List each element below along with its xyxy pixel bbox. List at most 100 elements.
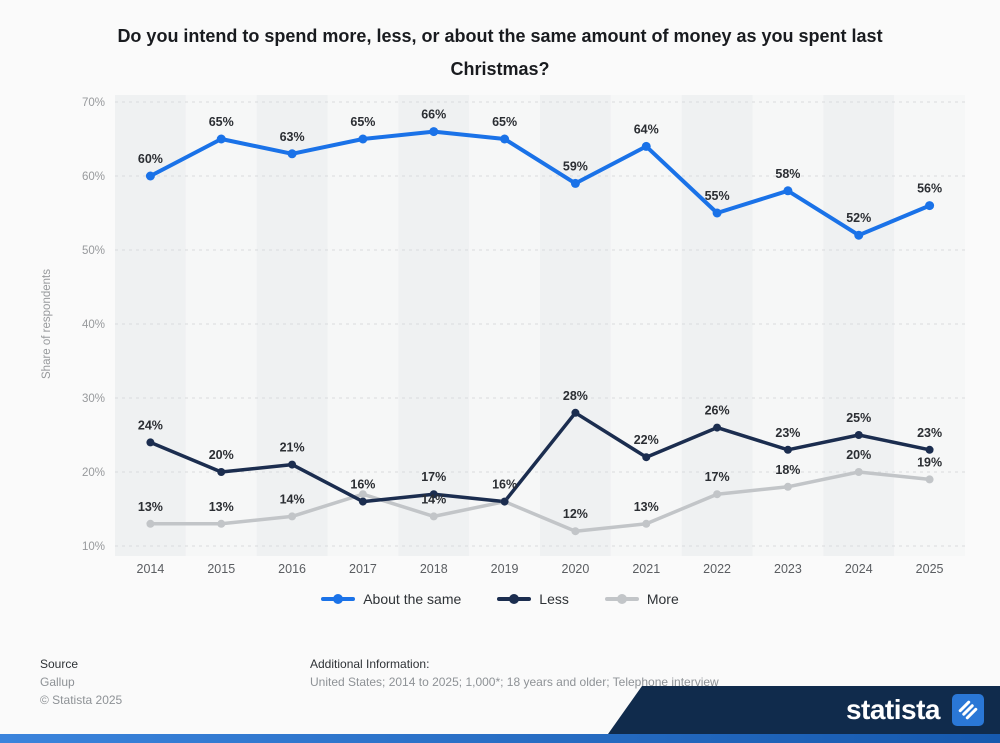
data-label: 52% <box>846 211 871 225</box>
data-point-less <box>642 453 651 462</box>
data-point-more <box>288 512 297 521</box>
data-label: 22% <box>634 433 659 447</box>
data-point-more <box>571 527 580 536</box>
statista-logo-glyph <box>958 700 978 720</box>
data-point-about-the-same <box>925 201 935 211</box>
stripe <box>752 95 824 556</box>
legend-item-label: More <box>646 591 679 607</box>
data-label: 55% <box>705 189 730 203</box>
data-point-about-the-same <box>854 230 864 240</box>
y-tick-label: 50% <box>82 245 105 257</box>
x-tick-label: 2021 <box>632 562 660 576</box>
data-point-more <box>217 519 226 528</box>
y-tick-label: 10% <box>82 541 105 553</box>
bottom-blue-bar <box>0 734 1000 743</box>
series-lines <box>148 129 932 533</box>
data-label: 24% <box>138 418 163 432</box>
stripe <box>185 95 257 556</box>
stripe <box>681 95 753 556</box>
data-label: 64% <box>634 122 659 136</box>
data-point-about-the-same <box>358 134 368 144</box>
y-tick-label: 40% <box>82 319 105 331</box>
statista-banner: statista <box>608 686 1000 734</box>
data-point-about-the-same <box>216 134 226 144</box>
x-tick-label: 2014 <box>137 562 165 576</box>
data-point-more <box>925 475 934 484</box>
data-label: 65% <box>350 115 375 129</box>
data-label: 59% <box>563 159 588 173</box>
data-points <box>145 127 935 536</box>
series-line-less <box>148 411 932 504</box>
legend-item-more[interactable]: More <box>604 591 679 607</box>
data-point-more <box>854 468 863 476</box>
x-tick-label: 2017 <box>349 562 377 576</box>
chart-canvas: 10%20%30%40%50%60%70%2014 2015 2016 2017 201… <box>41 95 965 576</box>
data-point-about-the-same <box>641 141 651 151</box>
data-point-about-the-same <box>712 208 722 218</box>
y-tick-label: 70% <box>82 97 105 109</box>
data-label: 16% <box>492 478 517 492</box>
data-point-more <box>783 482 792 491</box>
stripe <box>894 95 965 556</box>
data-label: 18% <box>775 463 800 477</box>
x-tick-label: 2018 <box>420 562 448 576</box>
data-label: 16% <box>350 478 375 492</box>
data-point-less <box>854 431 863 439</box>
data-label: 56% <box>917 182 942 196</box>
data-point-less <box>217 468 226 476</box>
legend-item-about-the-same[interactable]: About the same <box>321 591 461 607</box>
additional-info-text: United States; 2014 to 2025; 1,000*; 18 … <box>310 675 719 689</box>
data-label: 26% <box>705 404 730 418</box>
stripe <box>469 95 540 556</box>
data-point-less <box>713 423 722 432</box>
data-label: 28% <box>563 389 588 403</box>
data-label: 23% <box>775 426 800 440</box>
legend-item-less[interactable]: Less <box>497 591 569 607</box>
data-labels: 60% 65% 63% 65% 66% 65% 59% 64% 55% 58% 52% 56% 24% 2… <box>138 108 942 522</box>
data-point-more <box>713 490 722 499</box>
data-point-more <box>358 490 367 499</box>
data-label: 63% <box>280 130 305 144</box>
plot-stripes <box>115 95 965 556</box>
stripe <box>823 95 895 556</box>
grid-lines <box>115 101 965 547</box>
statista-logo-text: statista <box>845 694 941 725</box>
data-point-less <box>146 438 155 447</box>
stripe <box>256 95 328 556</box>
data-label: 13% <box>138 500 163 514</box>
legend-marker-icon <box>321 594 356 604</box>
source-value: Gallup <box>40 675 75 689</box>
data-point-less <box>571 408 580 417</box>
data-point-about-the-same <box>500 134 510 144</box>
data-point-about-the-same <box>570 178 580 188</box>
series-line-about-the-same <box>148 129 932 238</box>
data-label: 14% <box>421 492 446 506</box>
y-tick-label: 60% <box>82 171 105 183</box>
x-tick-label: 2016 <box>278 562 306 576</box>
x-tick-label: 2019 <box>491 562 519 576</box>
data-label: 13% <box>209 500 234 514</box>
data-label: 19% <box>917 455 942 469</box>
stripe <box>610 95 682 556</box>
data-point-about-the-same <box>429 127 439 137</box>
legend-marker-icon <box>497 594 532 604</box>
data-label: 17% <box>705 470 730 484</box>
x-tick-label: 2020 <box>562 562 590 576</box>
legend-item-label: Less <box>539 591 569 607</box>
data-point-more <box>642 519 651 528</box>
legend-marker-icon <box>604 594 639 604</box>
data-label: 65% <box>492 115 517 129</box>
source-label: Source <box>40 657 79 671</box>
y-axis-tick-labels: 10% 20% 30% 40% 50% 60% 70% <box>82 97 105 553</box>
data-point-less <box>500 497 509 506</box>
chart-title: Do you intend to spend more, less, or ab… <box>117 26 883 80</box>
data-point-less <box>925 445 934 454</box>
series-line-more <box>148 470 932 533</box>
data-point-less <box>288 460 297 469</box>
data-point-about-the-same <box>287 149 297 159</box>
data-label: 23% <box>917 426 942 440</box>
data-label: 13% <box>634 500 659 514</box>
data-label: 20% <box>209 448 234 462</box>
legend-item-label: About the same <box>363 591 462 607</box>
data-label: 66% <box>421 108 446 122</box>
